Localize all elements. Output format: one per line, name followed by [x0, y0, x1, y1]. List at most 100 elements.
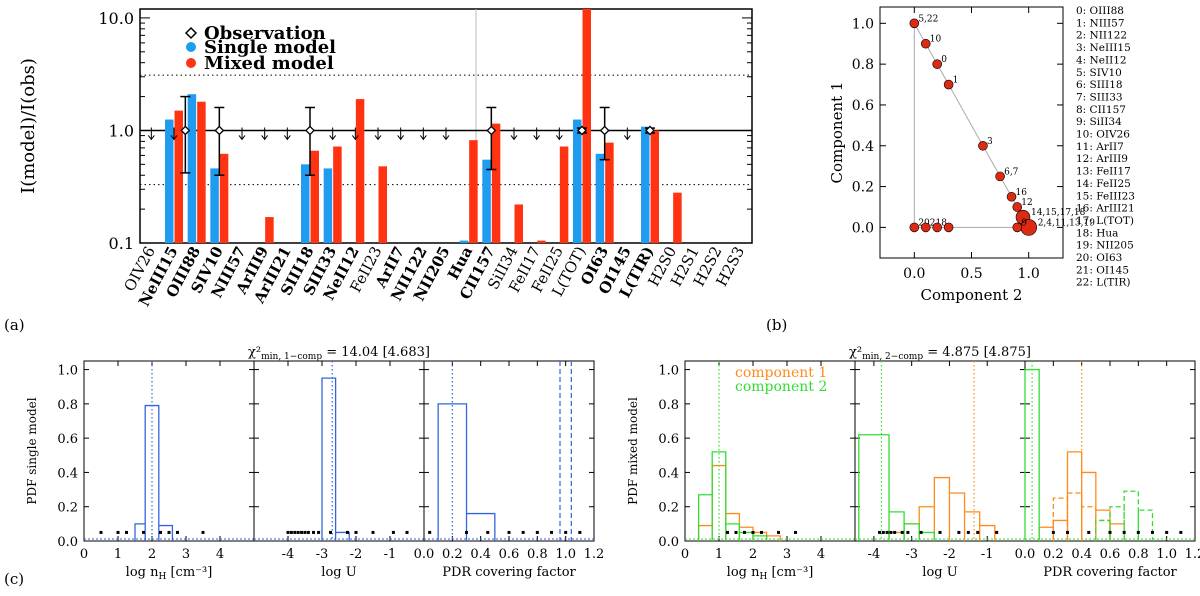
x-tick-label: -4: [868, 547, 881, 562]
x-axis-label: log nH [cm⁻³]: [727, 565, 814, 582]
y-tick-label: 0.0: [852, 220, 874, 236]
upper-limit-arrow-OIV26: [147, 127, 155, 141]
sample-dot: [1122, 530, 1126, 534]
legend-observation-label: Observation: [204, 23, 326, 44]
sample-dot: [976, 530, 980, 534]
bar-mixed-FeII25: [559, 146, 569, 243]
chart-c: χ²min, 1−comp = 14.04 [4.683] PDF single …: [25, 345, 1200, 582]
sample-dot: [286, 530, 290, 534]
bar-mixed-H2S0: [673, 192, 682, 243]
sample-dot: [893, 530, 897, 534]
upper-limit-arrow-NeII12: [351, 127, 359, 141]
upper-limit-arrow-OI145: [623, 127, 631, 141]
legend-observation-marker: [184, 26, 198, 40]
legend-mixed-label: Mixed model: [204, 53, 334, 74]
bar-single-CII157: [482, 159, 491, 243]
scatter-point: [932, 222, 942, 233]
y-tick-label: 1.0: [852, 16, 874, 32]
bar-mixed-L(TOT): [582, 9, 591, 243]
sample-dot: [371, 530, 375, 534]
x-tick-label: 0.4: [1071, 547, 1092, 562]
sample-dot: [201, 530, 205, 534]
x-axis-label: log nH [cm⁻³]: [126, 565, 213, 582]
panel-label-a: (a): [4, 316, 25, 334]
sample-dot: [938, 530, 942, 534]
chi2-title: χ²min, 1−comp = 14.04 [4.683]: [248, 345, 430, 362]
legend-line: 14: FeII25: [1076, 178, 1131, 190]
x-tick-label: -2: [350, 547, 363, 562]
y-tick-label: 0.1: [109, 234, 134, 253]
histogram-component-2: [1024, 368, 1040, 541]
observation-point-L(TIR): [645, 125, 655, 136]
bar-mixed-NeIII15: [174, 110, 183, 243]
y-tick-label: 1.0: [658, 364, 679, 379]
y-axis-label: PDF single model: [25, 397, 39, 504]
legend-line: 9: SiII34: [1076, 116, 1122, 128]
chart-a: 0.11.010.0I(model)/I(obs)OIV26NeIII15OII…: [18, 8, 753, 309]
sample-dot: [176, 530, 179, 534]
sample-dot: [906, 530, 910, 534]
hist-panel-frame: [854, 360, 1026, 542]
sample-dot: [167, 530, 171, 534]
upper-limit-arrow-FeII17: [533, 127, 541, 141]
upper-limit-arrow-FeII23: [374, 127, 382, 141]
observation-point-OI63: [599, 125, 610, 136]
legend-single-label: Single model: [204, 37, 336, 58]
x-tick-label: 1.0: [1156, 547, 1177, 562]
x-tick-label: 0: [80, 547, 88, 562]
bar-single-OI63: [595, 153, 605, 243]
sample-dot: [919, 530, 923, 534]
x-tick-label: 0.8: [1128, 547, 1149, 562]
sample-dot: [312, 530, 315, 534]
sample-dot: [900, 530, 904, 534]
legend-line: 16: ArIII21: [1076, 203, 1135, 215]
bar-mixed-SiII34: [514, 204, 523, 243]
sample-dot: [159, 530, 162, 534]
x-tick-label: 4: [216, 547, 224, 562]
bar-single-SIV10: [210, 168, 219, 243]
histogram-single: [321, 377, 350, 541]
sample-dot: [289, 530, 293, 534]
simplex-triangle: [913, 21, 1030, 228]
legend-mixed-marker: [186, 58, 196, 68]
legend-line: 17: L(TOT): [1076, 215, 1134, 227]
y-tick-label: 0.4: [852, 139, 874, 155]
sample-dot: [507, 530, 511, 534]
legend-line: 3: NeIII15: [1076, 42, 1131, 54]
point-label: 6,7: [1004, 167, 1019, 177]
sample-dot: [317, 530, 321, 534]
y-tick-label: 0.6: [658, 432, 679, 447]
sample-dot: [329, 530, 332, 534]
sample-dot: [346, 530, 349, 534]
y-tick-label: 0.4: [658, 466, 679, 481]
x-tick-label: -1: [981, 547, 994, 562]
point-label: 10: [930, 35, 942, 45]
x-tick-label: 1.2: [584, 547, 605, 562]
histogram-component-2: [1095, 490, 1154, 541]
legend-line: 4: NeII12: [1076, 54, 1127, 66]
sample-dot: [1051, 530, 1055, 534]
y-axis-label: I(model)/I(obs): [18, 58, 39, 194]
y-tick-label: 0.2: [852, 180, 874, 196]
legend-line: 7: SIII33: [1076, 91, 1123, 103]
legend-line: 22: L(TIR): [1076, 277, 1130, 289]
sample-dot: [1179, 530, 1183, 534]
bar-mixed-SIII33: [333, 146, 342, 243]
x-tick-label: 1.0: [1018, 266, 1040, 282]
point-label: 2,4,11,13,19: [1038, 218, 1096, 228]
legend-single-marker: [186, 42, 196, 52]
histogram-component-1: [1052, 492, 1111, 541]
sample-dot: [116, 530, 120, 534]
bar-mixed-Hua: [469, 140, 478, 243]
legend-line: 12: ArIII9: [1076, 153, 1128, 165]
legend-line: 2: NII122: [1076, 30, 1127, 42]
hist-panel-frame: [83, 360, 255, 542]
sample-dot: [885, 530, 889, 534]
y-axis-label: PDF mixed model: [626, 397, 640, 505]
x-tick-label: 0.6: [499, 547, 520, 562]
observation-point-CII157: [486, 125, 497, 136]
legend-line: 15: FeIII23: [1076, 190, 1135, 202]
legend-line: 10: OIV26: [1076, 129, 1130, 141]
point-label: 1: [953, 76, 959, 86]
x-tick-label: 3: [182, 547, 190, 562]
